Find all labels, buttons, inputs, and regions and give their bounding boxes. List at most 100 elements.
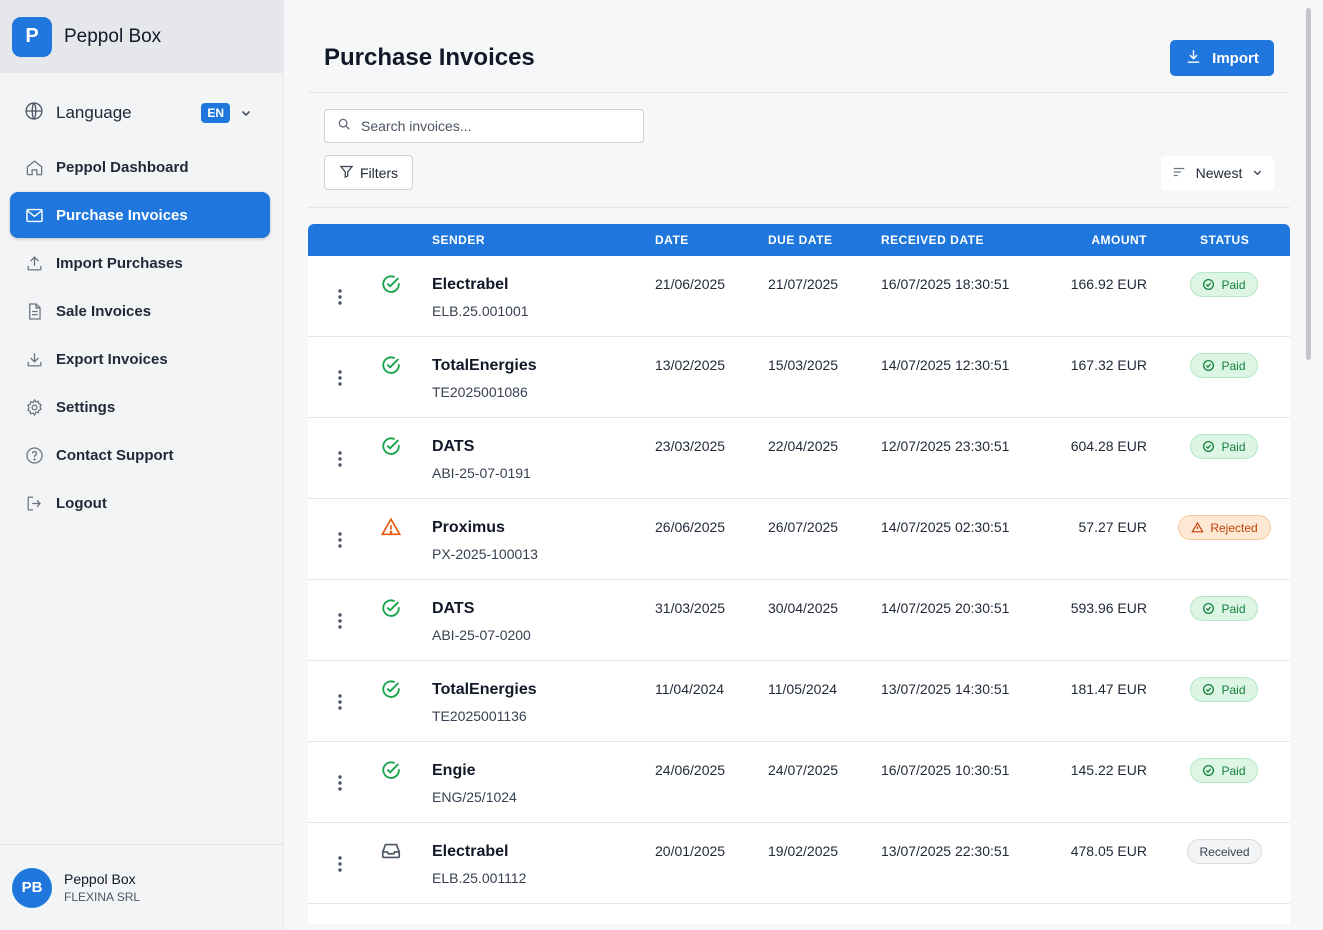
- divider: [308, 92, 1290, 93]
- search-input[interactable]: [361, 118, 631, 134]
- sidebar-item-label: Import Purchases: [56, 254, 183, 272]
- filters-button[interactable]: Filters: [324, 155, 413, 190]
- scrollbar[interactable]: [1304, 0, 1313, 930]
- table-row[interactable]: Proximus PX-2025-100013 26/06/2025 26/07/20…: [308, 499, 1290, 580]
- table-row[interactable]: DATS ABI-25-07-0200 31/03/2025 30/04/2025 14…: [308, 580, 1290, 661]
- column-header-amount[interactable]: AMOUNT: [1091, 233, 1147, 247]
- more-options-icon[interactable]: [332, 853, 348, 875]
- sidebar-item-import-purchases[interactable]: Import Purchases: [10, 240, 270, 286]
- search-box[interactable]: [324, 109, 644, 143]
- download-icon: [1185, 48, 1202, 69]
- received-date: 13/07/2025 14:30:51: [881, 681, 1010, 697]
- check-circle-icon: [380, 273, 402, 295]
- invoice-reference: ABI-25-07-0200: [432, 627, 531, 643]
- globe-icon: [24, 101, 44, 126]
- user-profile[interactable]: PB Peppol Box FLEXINA SRL: [0, 844, 283, 930]
- download-icon: [24, 349, 44, 369]
- more-options-icon[interactable]: [332, 610, 348, 632]
- status-label: Paid: [1221, 277, 1246, 292]
- invoice-date: 13/02/2025: [655, 357, 726, 373]
- column-header-due-date[interactable]: DUE DATE: [768, 233, 833, 247]
- received-date: 16/07/2025 10:30:51: [881, 762, 1010, 778]
- divider: [308, 207, 1290, 208]
- language-selector[interactable]: Language EN: [24, 100, 256, 126]
- amount: 166.92 EUR: [1070, 276, 1147, 292]
- amount: 57.27 EUR: [1078, 519, 1147, 535]
- table-row[interactable]: Electrabel ELB.25.001001 21/06/2025 21/07/2…: [308, 256, 1290, 337]
- warning-icon: [380, 516, 402, 538]
- more-options-icon[interactable]: [332, 772, 348, 794]
- status-label: Rejected: [1210, 520, 1258, 535]
- table-row[interactable]: TotalEnergies TE2025001086 13/02/2025 15/03…: [308, 337, 1290, 418]
- column-header-status[interactable]: STATUS: [1200, 233, 1250, 247]
- more-options-icon[interactable]: [332, 286, 348, 308]
- more-options-icon[interactable]: [332, 529, 348, 551]
- sender-name: DATS: [432, 438, 475, 455]
- inbox-icon: [380, 840, 402, 862]
- invoice-date: 24/06/2025: [655, 762, 726, 778]
- received-date: 12/07/2025 23:30:51: [881, 438, 1010, 454]
- filter-icon: [339, 164, 354, 182]
- filters-label: Filters: [359, 164, 399, 181]
- invoice-date: 11/04/2024: [655, 681, 725, 697]
- import-button-label: Import: [1212, 49, 1259, 67]
- help-icon: [24, 445, 44, 465]
- upload-icon: [24, 253, 44, 273]
- invoice-date: 23/03/2025: [655, 438, 726, 454]
- status-icon: [1202, 359, 1215, 372]
- search-icon: [337, 117, 351, 136]
- sidebar-nav: Peppol Dashboard Purchase Invoices Impor…: [10, 144, 270, 528]
- check-circle-icon: [380, 759, 402, 781]
- table-row[interactable]: Engie ENG/25/1024 24/06/2025 24/07/2025 16/0…: [308, 742, 1290, 823]
- status-label: Paid: [1221, 763, 1246, 778]
- column-header-received-date[interactable]: RECEIVED DATE: [881, 233, 984, 247]
- amount: 593.96 EUR: [1070, 600, 1147, 616]
- chevron-down-icon[interactable]: [240, 106, 252, 124]
- due-date: 26/07/2025: [768, 519, 839, 535]
- status-badge: Rejected: [1178, 515, 1271, 540]
- sender-name: Electrabel: [432, 843, 509, 860]
- due-date: 19/02/2025: [768, 843, 839, 859]
- received-date: 14/07/2025 20:30:51: [881, 600, 1010, 616]
- table-row[interactable]: TotalEnergies TE2025001136 11/04/2024 11/05…: [308, 661, 1290, 742]
- page-title: Purchase Invoices: [324, 44, 535, 71]
- invoice-reference: ENG/25/1024: [432, 789, 517, 805]
- table-row[interactable]: [308, 904, 1290, 924]
- invoices-table: SENDER DATE DUE DATE RECEIVED DATE AMOUN…: [308, 224, 1290, 924]
- sidebar-item-contact-support[interactable]: Contact Support: [10, 432, 270, 478]
- status-badge: Paid: [1190, 434, 1258, 459]
- document-icon: [24, 301, 44, 321]
- status-badge: Paid: [1190, 677, 1258, 702]
- status-label: Received: [1199, 844, 1250, 859]
- due-date: 22/04/2025: [768, 438, 839, 454]
- more-options-icon[interactable]: [332, 448, 348, 470]
- due-date: 30/04/2025: [768, 600, 839, 616]
- status-badge: Paid: [1190, 353, 1258, 378]
- more-options-icon[interactable]: [332, 367, 348, 389]
- main-content: Purchase Invoices Import Filters Newest …: [284, 0, 1314, 930]
- column-header-sender[interactable]: SENDER: [432, 233, 486, 247]
- sort-select[interactable]: Newest: [1161, 156, 1274, 190]
- language-label: Language: [56, 103, 132, 122]
- sidebar-item-dashboard[interactable]: Peppol Dashboard: [10, 144, 270, 190]
- column-header-date[interactable]: DATE: [655, 233, 689, 247]
- sidebar-item-sale-invoices[interactable]: Sale Invoices: [10, 288, 270, 334]
- more-options-icon[interactable]: [332, 691, 348, 713]
- sidebar-item-purchase-invoices[interactable]: Purchase Invoices: [10, 192, 270, 238]
- sidebar-item-export-invoices[interactable]: Export Invoices: [10, 336, 270, 382]
- status-icon: [1202, 278, 1215, 291]
- table-body: Electrabel ELB.25.001001 21/06/2025 21/07/2…: [308, 256, 1290, 904]
- scrollbar-thumb[interactable]: [1306, 8, 1311, 360]
- sidebar-item-label: Sale Invoices: [56, 302, 152, 320]
- sidebar-item-label: Settings: [56, 398, 116, 416]
- status-icon: [1202, 602, 1215, 615]
- amount: 145.22 EUR: [1070, 762, 1147, 778]
- import-button[interactable]: Import: [1170, 40, 1274, 76]
- table-row[interactable]: Electrabel ELB.25.001112 20/01/2025 19/02/2…: [308, 823, 1290, 904]
- sidebar-item-settings[interactable]: Settings: [10, 384, 270, 430]
- amount: 604.28 EUR: [1070, 438, 1147, 454]
- table-row[interactable]: DATS ABI-25-07-0191 23/03/2025 22/04/2025 12…: [308, 418, 1290, 499]
- brand-name: Peppol Box: [64, 25, 162, 47]
- sidebar-item-logout[interactable]: Logout: [10, 480, 270, 526]
- due-date: 21/07/2025: [768, 276, 839, 292]
